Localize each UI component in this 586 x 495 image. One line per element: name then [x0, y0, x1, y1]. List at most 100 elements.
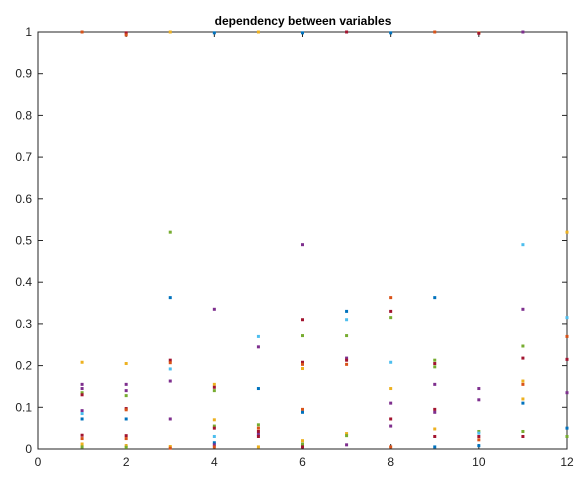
- scatter-point: [80, 360, 84, 364]
- y-tick-label: 0.2: [15, 359, 32, 373]
- scatter-point: [521, 382, 525, 386]
- scatter-point: [256, 30, 260, 34]
- scatter-point: [168, 358, 172, 362]
- scatter-point: [345, 362, 349, 366]
- scatter-point: [80, 387, 84, 391]
- scatter-point: [212, 434, 216, 438]
- scatter-point: [521, 30, 525, 34]
- scatter-point: [301, 318, 304, 322]
- y-tick-label: 0.9: [15, 67, 32, 81]
- y-tick-label: 1: [25, 25, 32, 39]
- scatter-point: [124, 437, 128, 441]
- scatter-point: [301, 439, 304, 443]
- y-tick-label: 0.5: [15, 234, 32, 248]
- scatter-point: [212, 426, 216, 430]
- scatter-point: [521, 429, 525, 433]
- scatter-point: [565, 434, 569, 438]
- scatter-point: [168, 30, 172, 34]
- scatter-point: [256, 334, 260, 338]
- scatter-point: [389, 445, 393, 449]
- scatter-point: [301, 360, 304, 364]
- scatter-point: [124, 434, 128, 438]
- scatter-point: [521, 344, 525, 348]
- scatter-point: [521, 434, 525, 438]
- scatter-point: [212, 418, 216, 422]
- scatter-point: [433, 434, 437, 438]
- scatter-point: [256, 426, 260, 430]
- scatter-point: [565, 316, 569, 320]
- scatter-point: [256, 423, 260, 427]
- scatter-point: [256, 429, 260, 433]
- scatter-point: [80, 433, 84, 437]
- scatter-point: [124, 417, 128, 421]
- scatter-point: [80, 30, 84, 34]
- scatter-point: [345, 358, 349, 362]
- x-tick-label: 12: [560, 455, 574, 469]
- scatter-point: [389, 360, 393, 364]
- scatter-point: [212, 424, 216, 428]
- scatter-point: [477, 434, 481, 438]
- scatter-point: [301, 362, 304, 366]
- scatter-point: [80, 409, 84, 413]
- scatter-point: [433, 382, 437, 386]
- scatter-point: [80, 391, 84, 395]
- scatter-point: [345, 30, 349, 34]
- scatter-point: [256, 434, 260, 438]
- scatter-point: [345, 318, 349, 322]
- scatter-point: [433, 410, 437, 414]
- scatter-point: [433, 445, 437, 449]
- scatter-point: [212, 441, 216, 445]
- x-tick-label: 8: [387, 455, 394, 469]
- scatter-point: [301, 367, 304, 371]
- scatter-point: [256, 345, 260, 349]
- scatter-point: [301, 334, 304, 338]
- x-tick-label: 6: [299, 455, 306, 469]
- scatter-point: [256, 445, 260, 449]
- y-tick-label: 0.1: [15, 400, 32, 414]
- scatter-point: [124, 33, 128, 37]
- scatter-point: [477, 431, 481, 435]
- scatter-point: [565, 334, 569, 338]
- x-tick-label: 4: [211, 455, 218, 469]
- scatter-point: [433, 427, 437, 431]
- scatter-point: [124, 445, 128, 449]
- scatter-point: [80, 417, 84, 421]
- scatter-point: [345, 432, 349, 436]
- scatter-point: [477, 31, 481, 35]
- chart-title: dependency between variables: [215, 14, 392, 28]
- scatter-point: [433, 358, 437, 362]
- scatter-point: [80, 382, 84, 386]
- scatter-point: [80, 412, 84, 416]
- scatter-point: [521, 379, 525, 383]
- y-tick-label: 0.8: [15, 108, 32, 122]
- scatter-point: [212, 307, 216, 311]
- scatter-point: [168, 444, 172, 448]
- data-points: [80, 30, 569, 450]
- scatter-point: [433, 407, 437, 411]
- scatter-point: [389, 31, 393, 35]
- scatter-point: [389, 387, 393, 391]
- scatter-point: [212, 389, 216, 393]
- scatter-point: [168, 230, 172, 234]
- scatter-point: [389, 424, 393, 428]
- y-tick-label: 0: [25, 442, 32, 456]
- scatter-point: [301, 243, 304, 247]
- y-tick-label: 0.7: [15, 150, 32, 164]
- scatter-point: [345, 443, 349, 447]
- scatter-point: [124, 31, 128, 35]
- scatter-point: [345, 309, 349, 313]
- scatter-point: [433, 362, 437, 366]
- scatter-point: [565, 230, 569, 234]
- scatter-point: [168, 367, 172, 371]
- scatter-point: [168, 361, 172, 365]
- scatter-point: [80, 445, 84, 449]
- scatter-point: [565, 391, 569, 395]
- scatter-point: [477, 387, 481, 391]
- scatter-point: [389, 309, 393, 313]
- scatter-point: [389, 316, 393, 320]
- scatter-point: [389, 296, 393, 300]
- scatter-point: [168, 296, 172, 300]
- scatter-point: [212, 385, 216, 389]
- scatter-point: [521, 397, 525, 401]
